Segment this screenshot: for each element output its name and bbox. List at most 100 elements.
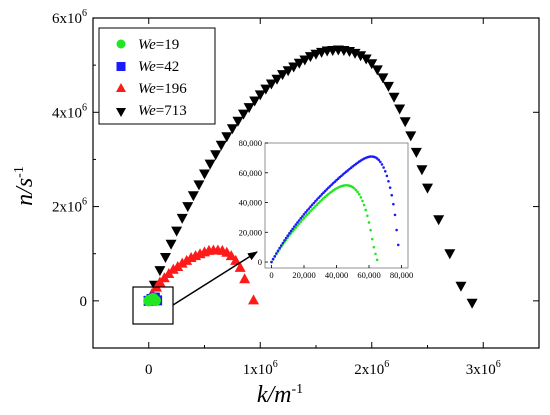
main-axis-ticks: 0 1x106 2x106 3x106 0 2x106 4x106 6x106 — [52, 8, 540, 378]
legend: We=19 We=42 We=196 We=713 — [98, 27, 216, 125]
inset-x-tick-label: 20,000 — [292, 270, 315, 280]
inset-data-point-series-1 — [275, 252, 278, 255]
inset-data-point-series-0 — [356, 190, 359, 194]
inset-data-point-series-1 — [325, 188, 329, 191]
x-tick-label: 1x106 — [243, 359, 278, 378]
inset-data-point-series-1 — [328, 185, 332, 188]
data-point-series-3 — [232, 116, 244, 127]
inset-data-point-series-1 — [314, 200, 317, 203]
inset-data-point-series-1 — [322, 191, 325, 195]
data-point-series-3 — [299, 55, 311, 66]
data-point-series-3 — [394, 104, 406, 115]
y-tick-label: 6x106 — [52, 8, 87, 27]
data-point-series-3 — [455, 281, 467, 292]
data-point-series-3 — [416, 165, 428, 176]
data-point-series-3 — [410, 147, 422, 158]
inset-frame — [264, 142, 409, 269]
legend-entry-we713: We=713 — [116, 103, 187, 119]
x-tick-label: 2x106 — [354, 359, 389, 378]
data-point-series-3 — [277, 70, 289, 81]
data-point-series-3 — [226, 124, 238, 135]
inset-data-point-series-1 — [273, 254, 277, 258]
main-data-points — [143, 45, 478, 309]
inset-data-point-series-1 — [388, 186, 392, 189]
data-point-series-3 — [210, 150, 222, 161]
inset-axis-ticks: 0 20,000 40,000 60,000 80,000 0 20,000 40,000 60… — [239, 138, 414, 280]
data-point-series-3 — [271, 74, 283, 85]
inset-data-point-series-1 — [278, 246, 281, 250]
inset-data-point-series-0 — [372, 245, 376, 249]
data-point-series-3 — [360, 54, 372, 65]
data-point-series-2 — [248, 294, 260, 305]
data-point-series-2 — [176, 257, 188, 268]
data-point-series-3 — [182, 202, 194, 213]
data-point-series-3 — [388, 92, 400, 103]
inset-x-tick-label: 40,000 — [325, 270, 348, 280]
data-point-series-2 — [239, 273, 251, 284]
inset-y-tick-label: 40,000 — [239, 198, 262, 208]
inset-data-point-series-1 — [390, 193, 394, 197]
inset-data-point-series-0 — [305, 213, 309, 216]
inset-data-point-series-1 — [312, 201, 316, 205]
data-point-series-3 — [193, 180, 205, 191]
inset-data-point-series-1 — [320, 193, 324, 196]
legend-entry-we19: We=19 — [116, 37, 179, 53]
inset-data-point-series-1 — [281, 241, 285, 245]
data-point-series-3 — [355, 51, 367, 62]
inset-data-point-series-1 — [283, 239, 286, 242]
data-point-series-3 — [282, 66, 294, 77]
inset-data-point-series-0 — [302, 216, 306, 220]
inset-data-point-series-1 — [377, 158, 381, 162]
inset-data-point-series-0 — [367, 221, 371, 224]
inset-data-point-series-0 — [318, 200, 322, 203]
inset-data-point-series-1 — [323, 189, 327, 193]
inset-data-point-series-1 — [279, 244, 283, 247]
data-point-series-3 — [288, 62, 300, 73]
inset-data-point-series-1 — [297, 219, 301, 222]
data-point-series-3 — [444, 249, 456, 260]
legend-marker-square — [116, 62, 126, 71]
y-tick-label: 0 — [80, 294, 88, 310]
inset-data-point-series-1 — [317, 196, 320, 200]
inset-data-point-series-1 — [304, 211, 307, 214]
inset-data-point-series-1 — [289, 229, 293, 233]
data-point-series-3 — [221, 132, 233, 143]
inset-data-point-series-1 — [299, 216, 303, 220]
data-point-series-3 — [254, 90, 266, 101]
inset-data-point-series-1 — [276, 249, 280, 253]
zoom-region-box — [132, 286, 174, 325]
inset-data-point-series-1 — [379, 160, 382, 164]
legend-label-we196: We=196 — [138, 81, 187, 97]
data-point-series-3 — [187, 191, 199, 202]
data-point-series-2 — [167, 263, 179, 274]
inset-data-point-series-0 — [361, 199, 364, 203]
inset-data-point-series-1 — [310, 203, 314, 207]
data-point-series-3 — [405, 131, 417, 142]
inset-y-tick-label: 20,000 — [239, 227, 262, 237]
legend-entry-we42: We=42 — [116, 59, 179, 75]
y-axis-title: n/s-1 — [12, 166, 38, 206]
data-point-series-3 — [422, 183, 433, 194]
inset-data-point-series-0 — [315, 203, 319, 206]
inset-data-point-series-1 — [393, 213, 397, 217]
inset-data-point-series-0 — [370, 237, 374, 241]
inset-data-point-series-1 — [318, 194, 322, 198]
inset-data-point-series-1 — [387, 179, 390, 183]
inset-x-tick-label: 0 — [269, 270, 273, 280]
data-point-series-3 — [377, 73, 389, 84]
legend-label-we42: We=42 — [138, 59, 179, 75]
data-point-series-2 — [181, 254, 193, 265]
inset-data-point-series-1 — [286, 234, 290, 238]
inset-data-point-series-0 — [375, 258, 379, 262]
y-tick-label: 4x106 — [52, 102, 87, 121]
inset-data-point-series-1 — [305, 209, 309, 212]
inset-data-point-series-0 — [374, 252, 377, 256]
inset-data-point-series-1 — [392, 202, 395, 206]
inset-data-point-series-1 — [294, 223, 298, 226]
inset-data-point-series-0 — [307, 211, 311, 215]
inset-data-point-series-0 — [301, 218, 304, 222]
legend-marker-circle — [116, 39, 126, 49]
inset-data-point-series-0 — [366, 214, 369, 218]
inset-data-point-series-1 — [395, 228, 398, 232]
data-point-series-2 — [234, 261, 246, 272]
